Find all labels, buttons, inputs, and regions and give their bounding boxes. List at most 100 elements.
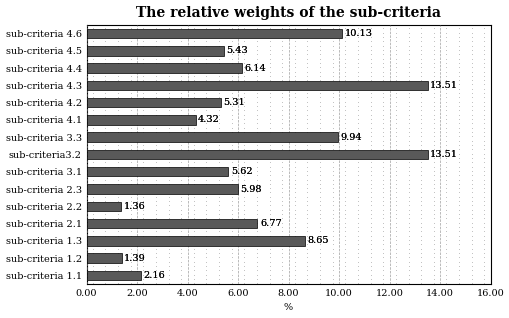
Point xyxy=(328,56,336,61)
Point xyxy=(316,60,324,66)
Point xyxy=(227,47,235,52)
Point xyxy=(353,203,361,208)
Point xyxy=(265,47,273,52)
Point xyxy=(240,276,248,281)
Point xyxy=(227,151,235,156)
Point xyxy=(139,238,147,243)
Point xyxy=(353,91,361,96)
Point xyxy=(114,233,122,238)
Point xyxy=(366,60,374,66)
Point xyxy=(114,147,122,152)
Point xyxy=(341,168,349,173)
Text: 13.51: 13.51 xyxy=(430,81,457,90)
Point xyxy=(202,151,210,156)
Point xyxy=(303,99,311,104)
Point xyxy=(391,160,399,165)
Point xyxy=(240,86,248,91)
Point xyxy=(114,272,122,277)
Point xyxy=(240,73,248,79)
Point xyxy=(378,198,386,204)
Point xyxy=(341,125,349,130)
Point xyxy=(467,52,475,57)
Point xyxy=(202,203,210,208)
Point xyxy=(366,190,374,195)
Point xyxy=(152,246,160,251)
Point xyxy=(89,177,97,182)
Point xyxy=(378,108,386,113)
Point xyxy=(366,26,374,31)
Point xyxy=(114,108,122,113)
Point xyxy=(215,95,223,100)
Point xyxy=(202,52,210,57)
Point xyxy=(215,69,223,74)
Point xyxy=(189,30,197,35)
Point xyxy=(479,194,488,199)
Point xyxy=(101,52,109,57)
Point xyxy=(416,56,425,61)
Point xyxy=(152,203,160,208)
Point xyxy=(227,156,235,161)
Point xyxy=(328,207,336,212)
Point xyxy=(341,259,349,264)
Point xyxy=(177,225,185,230)
Point xyxy=(126,272,134,277)
Point xyxy=(454,91,462,96)
Point xyxy=(479,134,488,139)
Point xyxy=(177,216,185,221)
Point xyxy=(429,99,437,104)
Point xyxy=(416,43,425,48)
Point xyxy=(240,220,248,225)
Point xyxy=(164,73,173,79)
Point xyxy=(353,276,361,281)
Text: 5.43: 5.43 xyxy=(225,46,247,55)
Point xyxy=(227,242,235,247)
Point xyxy=(341,138,349,143)
Point xyxy=(341,91,349,96)
Point xyxy=(177,255,185,260)
Point xyxy=(265,82,273,87)
Point xyxy=(89,47,97,52)
Point xyxy=(353,259,361,264)
Point xyxy=(126,26,134,31)
Point xyxy=(139,104,147,109)
Point xyxy=(89,168,97,173)
Point xyxy=(467,39,475,44)
Point xyxy=(404,138,412,143)
Point xyxy=(114,65,122,70)
Point xyxy=(152,138,160,143)
Point xyxy=(467,181,475,186)
Point xyxy=(202,91,210,96)
Point xyxy=(101,190,109,195)
Point xyxy=(139,129,147,135)
Point xyxy=(353,99,361,104)
Point xyxy=(202,255,210,260)
Point xyxy=(164,147,173,152)
Point xyxy=(189,121,197,126)
Point xyxy=(353,173,361,178)
Point xyxy=(252,56,261,61)
Point xyxy=(290,238,298,243)
Point xyxy=(202,164,210,169)
Point xyxy=(290,164,298,169)
Point xyxy=(89,259,97,264)
Point xyxy=(164,112,173,117)
Point xyxy=(139,91,147,96)
Point xyxy=(378,156,386,161)
Point xyxy=(303,276,311,281)
Point xyxy=(101,220,109,225)
Point xyxy=(303,238,311,243)
Point xyxy=(366,259,374,264)
Point xyxy=(101,147,109,152)
Point xyxy=(378,242,386,247)
Point xyxy=(441,156,449,161)
Point xyxy=(277,156,286,161)
Point xyxy=(378,39,386,44)
Point xyxy=(202,211,210,217)
Point xyxy=(353,26,361,31)
Point xyxy=(139,198,147,204)
Point xyxy=(378,116,386,121)
Point xyxy=(416,151,425,156)
Point xyxy=(479,52,488,57)
Point xyxy=(328,255,336,260)
Point xyxy=(341,95,349,100)
